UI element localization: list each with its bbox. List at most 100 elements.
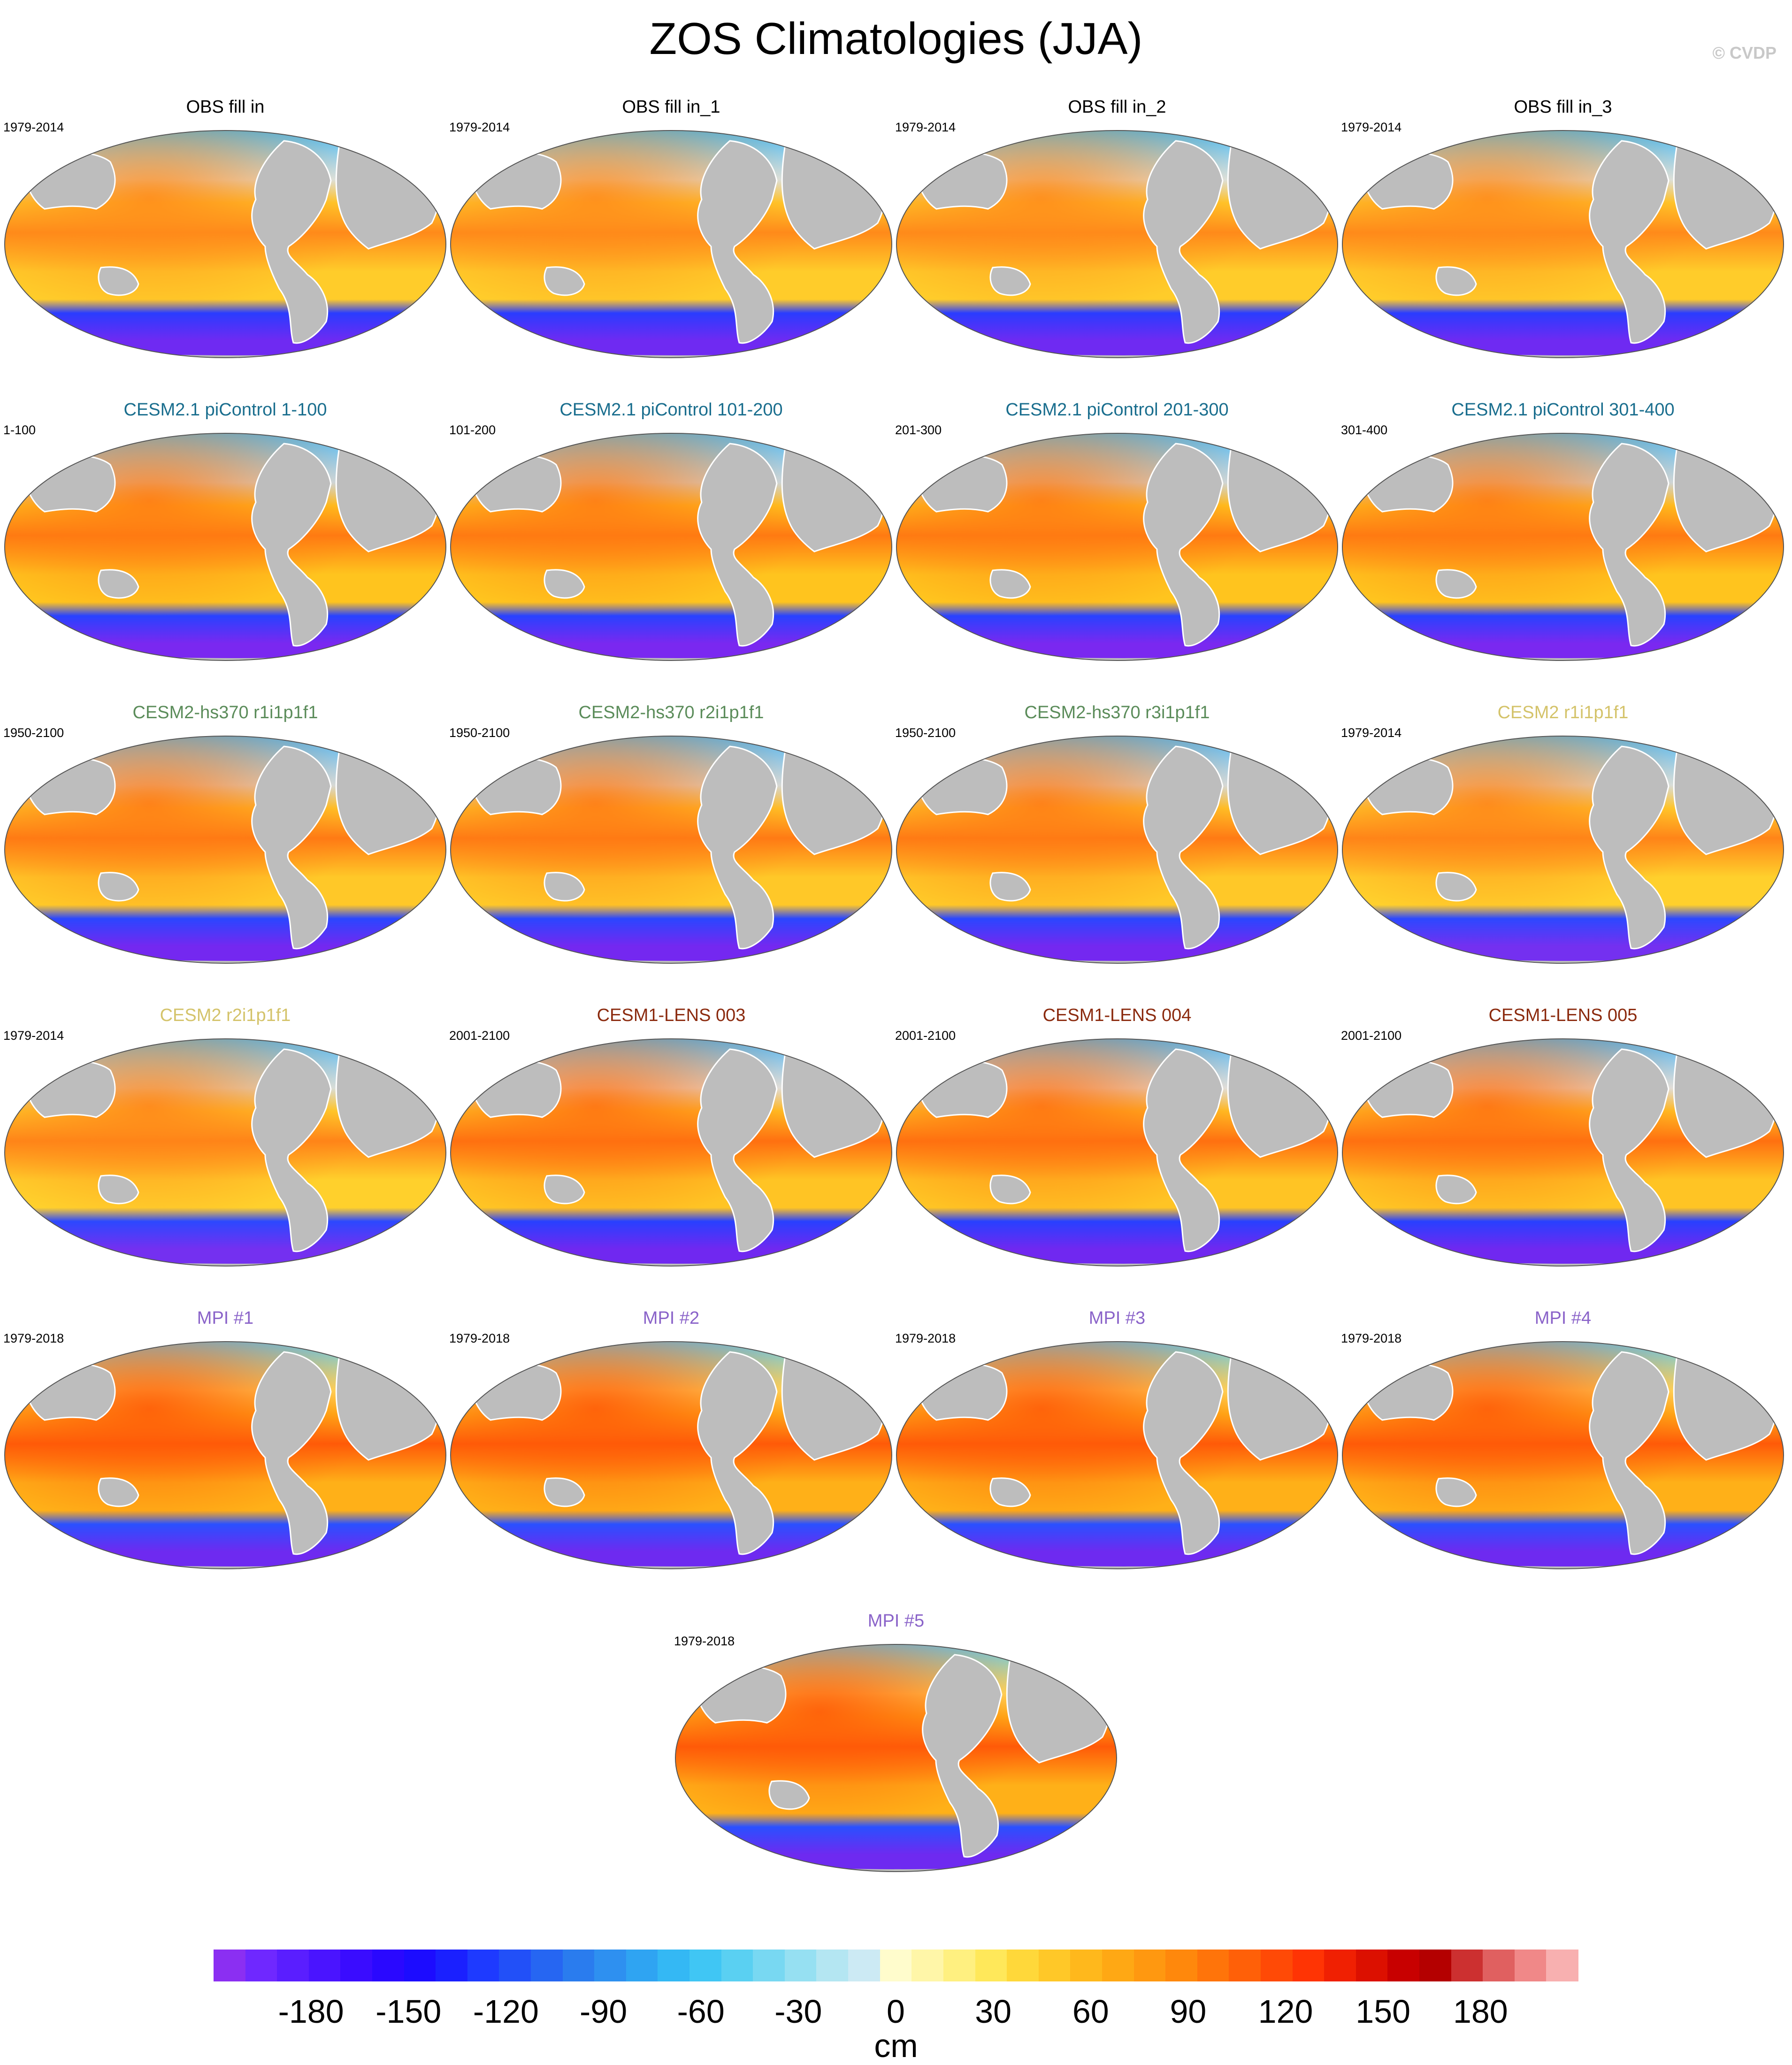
- colorbar-cell: [467, 1950, 500, 1981]
- americas-landmass: [1589, 1048, 1669, 1252]
- colorbar-cell: [1133, 1950, 1166, 1981]
- world-map: [896, 1038, 1338, 1267]
- colorbar-cell: [1324, 1950, 1356, 1981]
- map-outline: [896, 130, 1338, 358]
- colorbar-cell: [1260, 1950, 1293, 1981]
- australia-landmass: [989, 872, 1031, 902]
- americas-landmass: [1143, 745, 1224, 950]
- asia-landmass: [466, 1362, 562, 1421]
- asia-landmass: [20, 453, 116, 513]
- map-panel: CESM2-hs370 r1i1p1f1 1950-2100: [2, 702, 448, 965]
- colorbar-cell: [308, 1950, 341, 1981]
- map-panel: CESM1-LENS 005 2001-2100: [1340, 1005, 1786, 1267]
- colorbar-cell: [531, 1950, 563, 1981]
- map-panel: CESM1-LENS 003 2001-2100: [448, 1005, 894, 1267]
- americas-landmass: [1589, 140, 1669, 344]
- australia-landmass: [98, 1175, 139, 1205]
- colorbar-cell: [721, 1950, 753, 1981]
- world-map: [1342, 433, 1784, 661]
- map-panel: MPI #5 1979-2018: [673, 1610, 1119, 1873]
- americas-landmass: [1143, 1048, 1224, 1252]
- panel-title: CESM2.1 piControl 201-300: [1005, 400, 1229, 420]
- asia-landmass: [466, 453, 562, 513]
- panel-period-label: 1950-2100: [449, 726, 510, 740]
- map-outline: [4, 1341, 446, 1569]
- colorbar-cell: [816, 1950, 849, 1981]
- world-map: [4, 130, 446, 358]
- colorbar-cell: [404, 1950, 436, 1981]
- panel-title: OBS fill in_2: [1068, 97, 1166, 117]
- map-panel: OBS fill in_1 1979-2014: [448, 96, 894, 359]
- cvdp-watermark: © CVDP: [1712, 43, 1777, 62]
- colorbar-cell: [943, 1950, 976, 1981]
- colorbar-cell: [245, 1950, 277, 1981]
- americas-landmass: [922, 1654, 1003, 1858]
- panel-period-label: 1979-2014: [1341, 120, 1402, 134]
- colorbar-cell: [594, 1950, 627, 1981]
- panel-title: MPI #5: [867, 1611, 925, 1631]
- colorbar-cell: [848, 1950, 881, 1981]
- panel-period-label: 1979-2018: [1341, 1331, 1402, 1345]
- world-map: [1342, 130, 1784, 358]
- australia-landmass: [989, 569, 1031, 599]
- panel-title: MPI #2: [643, 1308, 700, 1328]
- map-panel: MPI #1 1979-2018: [2, 1307, 448, 1570]
- americas-landmass: [251, 745, 332, 950]
- panel-title: CESM1-LENS 003: [597, 1006, 746, 1025]
- asia-landmass: [20, 756, 116, 815]
- panel-title: CESM2-hs370 r1i1p1f1: [132, 703, 318, 722]
- map-panel: MPI #3 1979-2018: [894, 1307, 1340, 1570]
- colorbar-cell: [1165, 1950, 1198, 1981]
- americas-landmass: [1143, 140, 1224, 344]
- world-map: [450, 130, 892, 358]
- map-outline: [4, 433, 446, 661]
- asia-landmass: [1358, 1362, 1454, 1421]
- map-panel: CESM1-LENS 004 2001-2100: [894, 1005, 1340, 1267]
- australia-landmass: [98, 1477, 139, 1507]
- world-map: [4, 1341, 446, 1569]
- americas-landmass: [251, 140, 332, 344]
- world-map: [450, 1341, 892, 1569]
- colorbar-tick-label: -60: [677, 1993, 725, 2030]
- colorbar-cell: [1387, 1950, 1420, 1981]
- world-map: [896, 1341, 1338, 1569]
- map-outline: [4, 130, 446, 358]
- colorbar-cell: [753, 1950, 785, 1981]
- colorbar-tick-label: -150: [375, 1993, 442, 2030]
- australia-landmass: [98, 872, 139, 902]
- colorbar-tick-label: 120: [1258, 1993, 1313, 2030]
- world-map: [1342, 736, 1784, 964]
- world-map: [675, 1644, 1117, 1872]
- asia-landmass: [20, 1362, 116, 1421]
- map-panel: CESM2.1 piControl 301-400 301-400: [1340, 399, 1786, 662]
- colorbar-cell: [658, 1950, 690, 1981]
- colorbar-cell: [911, 1950, 944, 1981]
- panel-title: CESM2 r2i1p1f1: [160, 1006, 291, 1025]
- panel-period-label: 1950-2100: [895, 726, 956, 740]
- panel-period-label: 1979-2014: [1341, 726, 1402, 740]
- colorbar-cell: [1229, 1950, 1261, 1981]
- panel-period-label: 1979-2014: [3, 1029, 64, 1043]
- colorbar-cell: [1292, 1950, 1325, 1981]
- australia-landmass: [1435, 569, 1477, 599]
- world-map: [450, 1038, 892, 1267]
- colorbar-cell: [214, 1950, 246, 1981]
- colorbar-cell: [372, 1950, 405, 1981]
- colorbar-cell: [1546, 1950, 1578, 1981]
- map-outline: [450, 736, 892, 964]
- panel-title: CESM1-LENS 004: [1042, 1006, 1192, 1025]
- colorbar-cell: [1483, 1950, 1515, 1981]
- asia-landmass: [1358, 1059, 1454, 1118]
- panel-title: CESM2 r1i1p1f1: [1497, 703, 1629, 722]
- panel-title: CESM2-hs370 r3i1p1f1: [1024, 703, 1210, 722]
- world-map: [1342, 1038, 1784, 1267]
- americas-landmass: [1589, 443, 1669, 647]
- australia-landmass: [544, 569, 585, 599]
- map-outline: [896, 736, 1338, 964]
- map-outline: [450, 1341, 892, 1569]
- colorbar-cell: [1419, 1950, 1452, 1981]
- map-outline: [450, 130, 892, 358]
- australia-landmass: [1435, 872, 1477, 902]
- panel-period-label: 101-200: [449, 423, 496, 437]
- panel-period-label: 2001-2100: [449, 1029, 510, 1043]
